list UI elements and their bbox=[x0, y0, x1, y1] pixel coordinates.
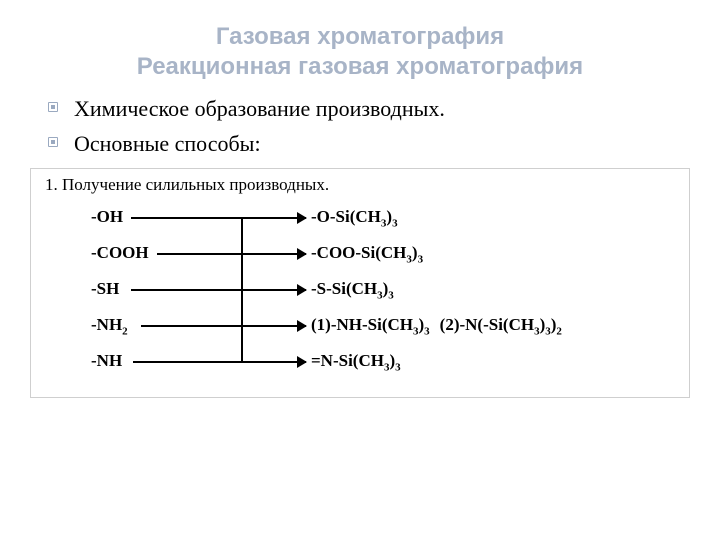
functional-group-left: -OH bbox=[91, 207, 123, 227]
diagram-arrow bbox=[243, 289, 306, 291]
diagram-arrow bbox=[243, 253, 306, 255]
reaction-diagram: 1. Получение силильных производных. -OH -… bbox=[30, 168, 690, 398]
functional-group-left: -NH bbox=[91, 351, 122, 371]
bullet-list: Химическое образование производных. Осно… bbox=[48, 92, 720, 160]
title-line-1: Газовая хроматография bbox=[0, 22, 720, 52]
slide-title: Газовая хроматография Реакционная газова… bbox=[0, 0, 720, 82]
diagram-arrow bbox=[131, 217, 306, 219]
diagram-arrow bbox=[243, 361, 306, 363]
functional-group-left: -SH bbox=[91, 279, 119, 299]
diagram-connector bbox=[131, 289, 243, 291]
product-right: -O-Si(CH3)3 bbox=[311, 207, 398, 227]
bullet-item: Основные способы: bbox=[48, 127, 720, 160]
bullet-item: Химическое образование производных. bbox=[48, 92, 720, 125]
product-right: (1)-NH-Si(CH3)3(2)-N(-Si(CH3)3)2 bbox=[311, 315, 562, 335]
diagram-arrow bbox=[243, 325, 306, 327]
diagram-connector bbox=[141, 325, 243, 327]
diagram-connector bbox=[133, 361, 243, 363]
diagram-heading: 1. Получение силильных производных. bbox=[45, 175, 329, 195]
title-line-2: Реакционная газовая хроматография bbox=[0, 52, 720, 82]
product-right: =N-Si(CH3)3 bbox=[311, 351, 401, 371]
bullet-text: Химическое образование производных. bbox=[74, 96, 445, 121]
product-right: -S-Si(CH3)3 bbox=[311, 279, 394, 299]
product-right: -COO-Si(CH3)3 bbox=[311, 243, 423, 263]
diagram-connector bbox=[157, 253, 243, 255]
functional-group-left: -COOH bbox=[91, 243, 149, 263]
functional-group-left: -NH2 bbox=[91, 315, 128, 335]
bullet-text: Основные способы: bbox=[74, 131, 261, 156]
